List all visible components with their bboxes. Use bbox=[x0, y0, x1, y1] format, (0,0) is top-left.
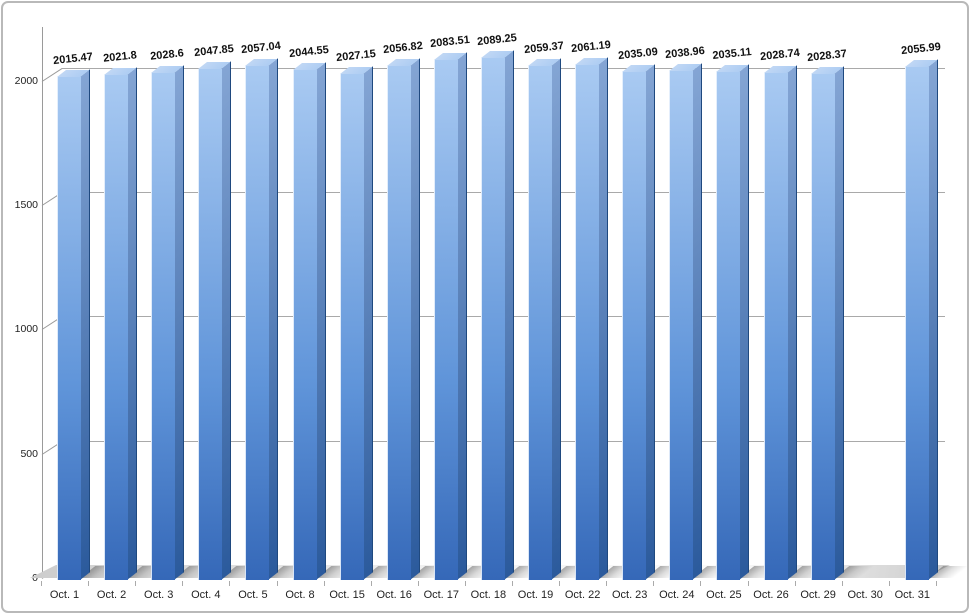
x-tick-mark bbox=[464, 581, 466, 586]
bar bbox=[198, 68, 223, 580]
bar bbox=[339, 73, 364, 580]
y-tick-label: 2000 bbox=[14, 74, 38, 87]
bar-side-face bbox=[456, 52, 467, 580]
bar-side-face bbox=[221, 60, 232, 580]
bar bbox=[904, 66, 929, 580]
x-tick-label: Oct. 1 bbox=[49, 589, 80, 601]
x-tick-mark bbox=[276, 581, 278, 586]
bar-side-face bbox=[127, 67, 138, 580]
x-tick-mark bbox=[559, 581, 561, 586]
bar bbox=[104, 75, 129, 580]
bar bbox=[528, 65, 552, 580]
x-tick-label: Oct. 19 bbox=[517, 589, 554, 601]
x-tick-mark bbox=[417, 581, 419, 586]
x-tick-label: Oct. 26 bbox=[753, 589, 789, 601]
x-tick-label: Oct. 3 bbox=[144, 589, 174, 601]
x-tick-label: Oct. 4 bbox=[191, 589, 221, 601]
bar-side-face bbox=[786, 65, 797, 580]
bar bbox=[669, 70, 694, 580]
x-tick-mark bbox=[135, 581, 137, 586]
x-tick-mark bbox=[888, 581, 890, 586]
bar bbox=[292, 69, 317, 580]
bar bbox=[622, 71, 647, 580]
bar bbox=[810, 73, 835, 580]
x-tick-mark bbox=[88, 581, 90, 586]
x-tick-mark bbox=[935, 581, 937, 586]
bar-side-face bbox=[362, 66, 373, 580]
bar-side-face bbox=[598, 57, 609, 580]
bar-side-face bbox=[927, 58, 938, 580]
x-tick-label: Oct. 22 bbox=[564, 589, 601, 601]
x-tick-label: Oct. 16 bbox=[376, 589, 412, 601]
x-tick-label: Oct. 31 bbox=[894, 589, 931, 601]
bar-side-face bbox=[503, 50, 514, 580]
bar bbox=[386, 66, 411, 580]
x-tick-mark bbox=[182, 581, 184, 586]
x-tick-mark bbox=[370, 581, 372, 586]
bar bbox=[245, 66, 270, 580]
x-tick-mark bbox=[323, 581, 325, 586]
x-tick-label: Oct. 24 bbox=[659, 589, 695, 601]
x-tick-mark bbox=[794, 581, 796, 586]
bar bbox=[480, 58, 505, 580]
bar-side-face bbox=[80, 68, 90, 580]
bar-side-face bbox=[833, 65, 844, 580]
bar-side-face bbox=[645, 64, 656, 580]
x-tick-mark bbox=[653, 581, 655, 586]
x-tick-label: Oct. 5 bbox=[238, 589, 268, 601]
bar-side-face bbox=[409, 58, 420, 580]
y-tick-label: 0 bbox=[32, 572, 38, 584]
x-tick-mark bbox=[747, 581, 749, 586]
x-tick-label: Oct. 15 bbox=[329, 589, 365, 601]
bar bbox=[763, 73, 788, 580]
x-tick-mark bbox=[606, 581, 608, 586]
bar-side-face bbox=[268, 58, 279, 580]
bar bbox=[575, 65, 600, 580]
y-tick-label: 1500 bbox=[14, 198, 38, 211]
x-tick-mark bbox=[841, 581, 843, 586]
bar-side-face bbox=[692, 63, 703, 580]
bar bbox=[151, 73, 176, 580]
bar-side-face bbox=[315, 61, 326, 580]
bar-side-face bbox=[551, 58, 561, 580]
y-tick-label: 1000 bbox=[14, 323, 38, 336]
x-tick-label: Oct. 8 bbox=[285, 589, 315, 601]
x-tick-mark bbox=[512, 581, 513, 586]
x-tick-label: Oct. 29 bbox=[800, 589, 836, 601]
bar bbox=[433, 59, 458, 580]
bar bbox=[716, 71, 741, 580]
x-tick-mark bbox=[700, 581, 702, 586]
y-axis-line bbox=[42, 27, 43, 578]
bar-side-face bbox=[739, 64, 750, 580]
x-tick-mark bbox=[41, 581, 42, 586]
x-tick-label: Oct. 2 bbox=[96, 589, 127, 601]
x-tick-label: Oct. 25 bbox=[706, 589, 742, 601]
x-tick-label: Oct. 23 bbox=[611, 589, 648, 601]
y-tick-label: 500 bbox=[20, 447, 38, 460]
bar-side-face bbox=[174, 65, 185, 580]
x-tick-label: Oct. 18 bbox=[470, 589, 507, 601]
x-tick-label: Oct. 17 bbox=[423, 589, 460, 601]
x-tick-label: Oct. 30 bbox=[847, 589, 883, 601]
bar-value-label: 2055.99 bbox=[900, 40, 942, 57]
bar bbox=[57, 76, 81, 580]
x-tick-mark bbox=[229, 581, 231, 586]
